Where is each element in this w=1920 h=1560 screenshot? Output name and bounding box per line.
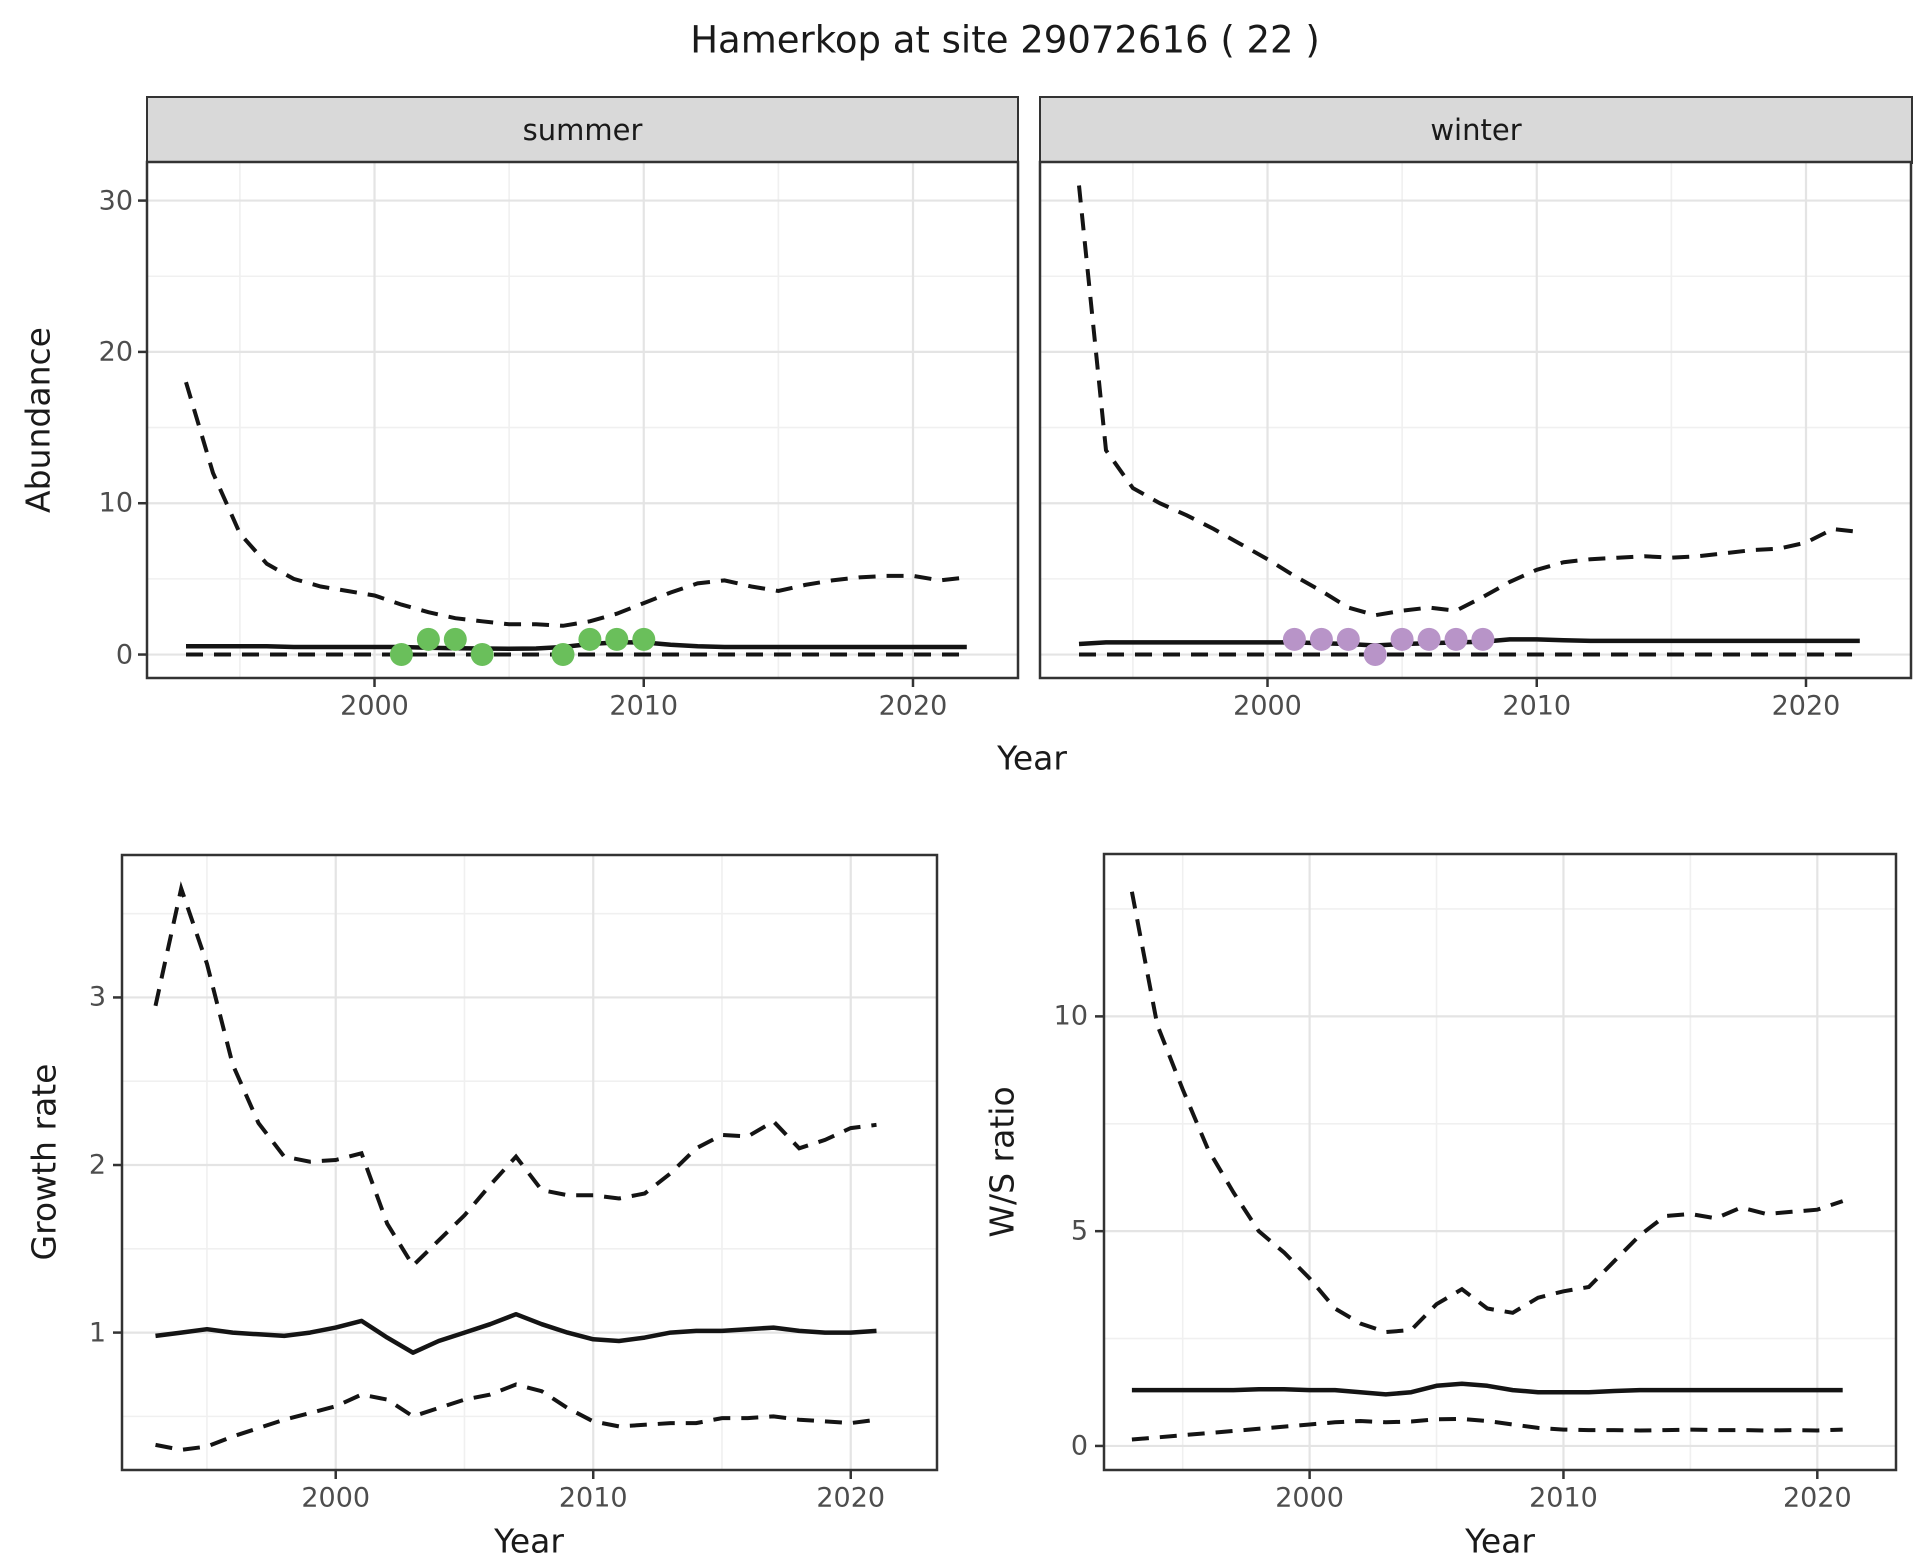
observed_counts_winter-point bbox=[1390, 627, 1414, 651]
observed_counts_winter-point bbox=[1417, 627, 1441, 651]
growth_rate-median-line bbox=[155, 1311, 877, 1355]
ws_ratio-x-tick-label: 2020 bbox=[1782, 1482, 1852, 1514]
ws_ratio-upper_ci-line bbox=[1129, 891, 1844, 1335]
panel-background bbox=[122, 855, 937, 1470]
abundance_summer-y-tick-label: 30 bbox=[98, 185, 133, 217]
ws_ratio-x-tick-label: 2010 bbox=[1529, 1482, 1598, 1514]
observed_counts_summer-point bbox=[443, 627, 467, 651]
abundance_winter-x-tick-label: 2010 bbox=[1502, 690, 1572, 722]
abundance_winter-median-line bbox=[1078, 637, 1860, 648]
observed_counts_summer-point bbox=[470, 643, 494, 666]
observed_counts_summer-point bbox=[551, 643, 575, 666]
growth-year-axis-title: Year bbox=[494, 1521, 564, 1560]
facet-strip-summer-label: summer bbox=[522, 113, 643, 147]
abundance_winter-x-tick-label: 2020 bbox=[1771, 690, 1841, 722]
observed_counts_summer-point bbox=[578, 627, 602, 651]
abundance_winter-upper_ci-line bbox=[1077, 185, 1861, 618]
growth_rate-lower_ci-line bbox=[155, 1382, 877, 1452]
growth_rate-x-tick-label: 2010 bbox=[558, 1482, 628, 1514]
abundance_summer-x-tick-label: 2000 bbox=[340, 690, 409, 722]
ws_ratio-x-tick-label: 2000 bbox=[1275, 1482, 1344, 1514]
observed_counts_summer-point bbox=[416, 627, 440, 651]
observed_counts_winter-point bbox=[1444, 627, 1468, 651]
observed_counts_summer-point bbox=[605, 627, 629, 651]
abundance_summer-median-line bbox=[186, 640, 967, 652]
abundance-summer-panel bbox=[138, 160, 1020, 687]
panel-border bbox=[145, 160, 1020, 680]
abundance_summer-upper_ci-line bbox=[184, 381, 968, 628]
observed_counts_winter-point bbox=[1471, 627, 1495, 651]
abundance_summer-x-tick-label: 2010 bbox=[609, 690, 679, 722]
facet-strip-summer: summer bbox=[146, 96, 1019, 164]
growth_rate-upper_ci-line bbox=[153, 881, 877, 1269]
growth_rate-y-tick-label: 3 bbox=[88, 981, 106, 1013]
abundance_summer-y-tick-label: 10 bbox=[98, 487, 133, 519]
ws-ratio-panel bbox=[1095, 852, 1898, 1479]
observed_counts_winter-point bbox=[1363, 643, 1387, 666]
growth_rate-y-tick-label: 1 bbox=[88, 1317, 106, 1349]
ws-year-axis-title: Year bbox=[1465, 1521, 1535, 1560]
figure-title: Hamerkop at site 29072616 ( 22 ) bbox=[690, 18, 1320, 62]
top-year-axis-title: Year bbox=[997, 738, 1067, 778]
panel-border bbox=[120, 853, 939, 1472]
panel-background bbox=[1104, 854, 1896, 1470]
ws_ratio-y-tick-label: 5 bbox=[1070, 1215, 1088, 1247]
growth_rate-y-tick-label: 2 bbox=[88, 1149, 106, 1181]
observed_counts_summer-point bbox=[389, 643, 413, 666]
ws_ratio-lower_ci-line bbox=[1131, 1416, 1843, 1442]
ws_ratio-y-tick-label: 0 bbox=[1070, 1430, 1088, 1462]
observed_counts_summer-point bbox=[632, 627, 656, 651]
panel-border bbox=[1102, 852, 1898, 1472]
growth_rate-x-tick-label: 2020 bbox=[816, 1482, 886, 1514]
ws_ratio-y-tick-label: 10 bbox=[1053, 1000, 1088, 1032]
observed_counts_winter-point bbox=[1282, 627, 1306, 651]
panel-border bbox=[1038, 160, 1913, 680]
panel-background bbox=[147, 162, 1018, 678]
abundance-winter-panel bbox=[1038, 160, 1913, 687]
observed_counts_winter-point bbox=[1336, 627, 1360, 651]
observed_counts_winter-point bbox=[1309, 627, 1333, 651]
abundance_summer-y-tick-label: 20 bbox=[98, 336, 133, 368]
panel-background bbox=[1040, 162, 1911, 678]
abundance_summer-x-tick-label: 2020 bbox=[878, 690, 948, 722]
growth-rate-panel bbox=[113, 853, 939, 1479]
abundance_summer-y-tick-label: 0 bbox=[115, 639, 133, 671]
abundance_winter-x-tick-label: 2000 bbox=[1233, 690, 1302, 722]
facet-strip-winter: winter bbox=[1039, 96, 1913, 164]
ws_ratio-median-line bbox=[1131, 1381, 1843, 1397]
growth_rate-x-tick-label: 2000 bbox=[301, 1482, 371, 1514]
facet-strip-winter-label: winter bbox=[1430, 113, 1522, 147]
